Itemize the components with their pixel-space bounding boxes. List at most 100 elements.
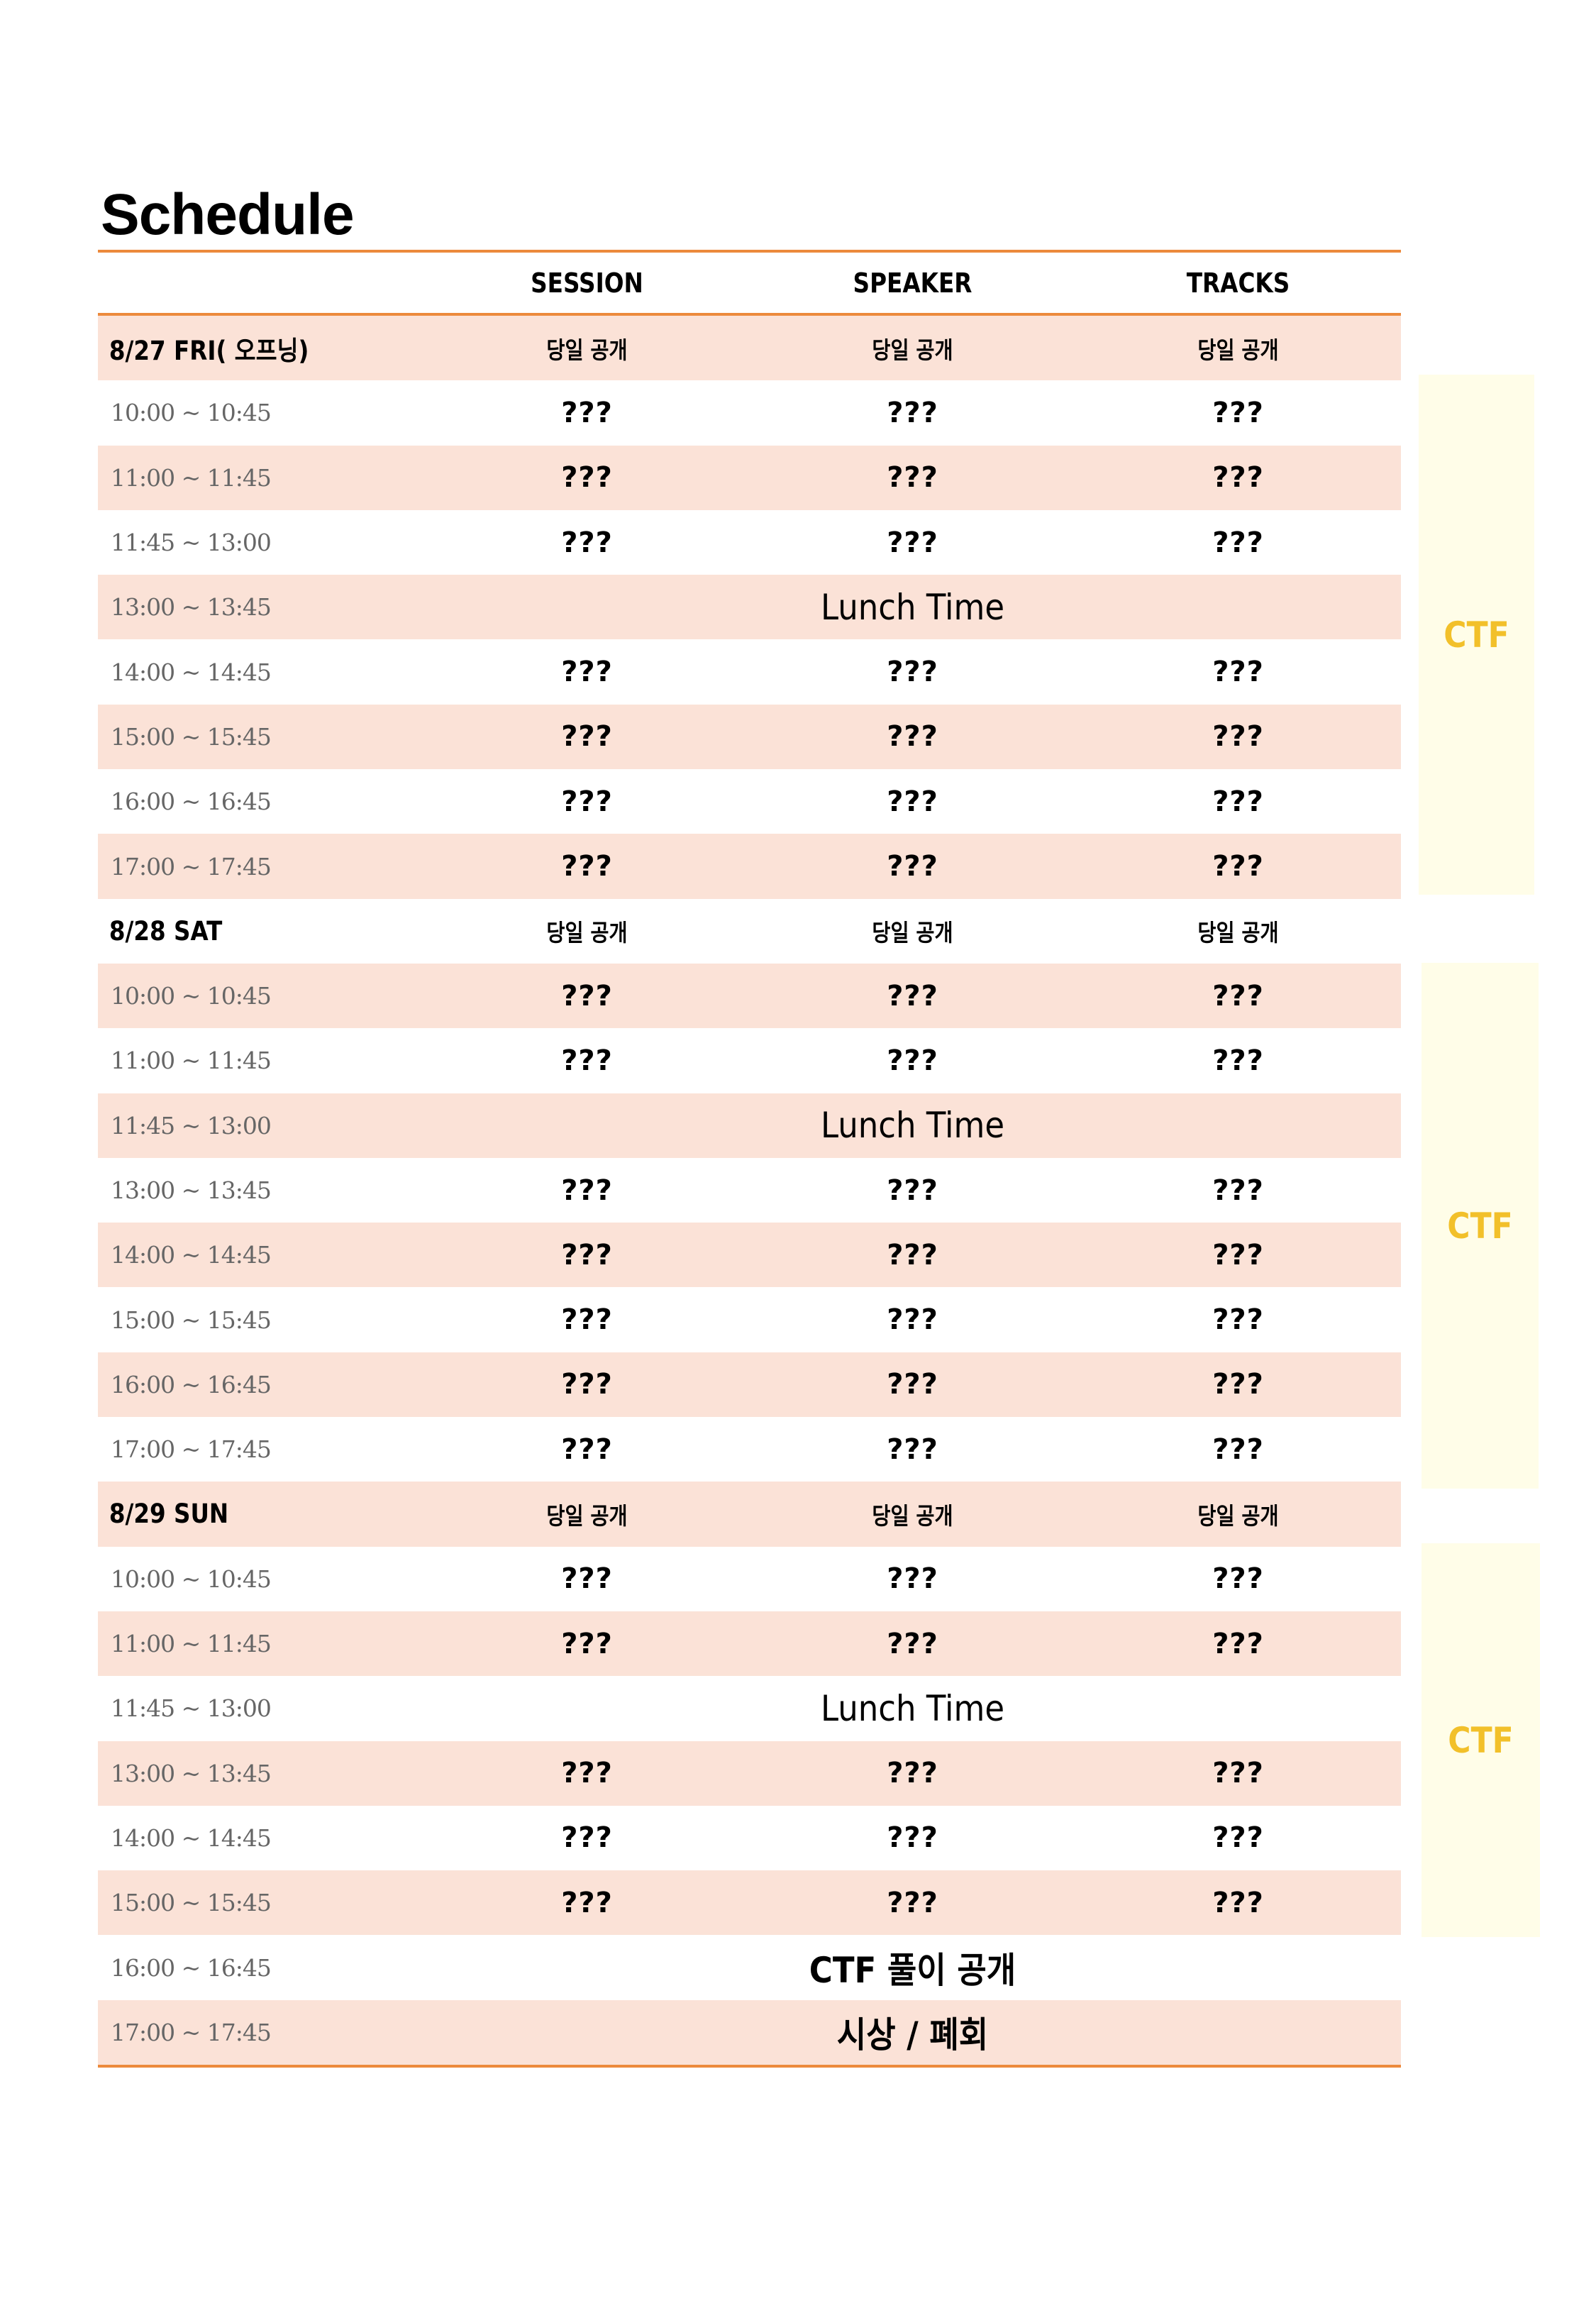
tracks-cell: ??? <box>1212 1238 1264 1271</box>
session-cell: ??? <box>561 1174 613 1207</box>
session-cell: ??? <box>561 526 613 559</box>
tracks-cell: ??? <box>1212 785 1264 818</box>
session-cell: ??? <box>561 1562 613 1596</box>
tracks-cell: 당일 공개 <box>1197 1501 1279 1530</box>
speaker-cell: ??? <box>887 850 938 883</box>
speaker-cell: ??? <box>887 1174 938 1207</box>
table-row: 16:00 ~ 16:45 CTF 풀이 공개 <box>98 1935 1401 1999</box>
table-row: 10:00 ~ 10:45????????? <box>98 1547 1401 1611</box>
header-tracks: TRACKS <box>1186 267 1290 299</box>
table-row: 13:00 ~ 13:45????????? <box>98 1740 1401 1806</box>
time-slot: 13:00 ~ 13:45 <box>111 593 272 622</box>
time-slot: 13:00 ~ 13:45 <box>111 1176 272 1204</box>
time-slot: 15:00 ~ 15:45 <box>111 1889 272 1917</box>
speaker-cell: ??? <box>887 720 938 754</box>
session-cell: ??? <box>561 1238 613 1271</box>
speaker-cell: ??? <box>887 461 938 495</box>
merged-session-cell: Lunch Time <box>820 1105 1005 1147</box>
day-header-row: 8/27 FRI( 오프닝) 당일 공개 당일 공개 당일 공개 <box>98 316 1401 381</box>
table-row: 15:00 ~ 15:45????????? <box>98 704 1401 770</box>
session-cell: ??? <box>561 461 613 495</box>
speaker-cell: ??? <box>887 1757 938 1790</box>
tracks-cell: ??? <box>1212 850 1264 883</box>
tracks-cell: ??? <box>1212 1303 1264 1337</box>
session-cell: ??? <box>561 1303 613 1337</box>
tracks-cell: ??? <box>1212 1174 1264 1207</box>
speaker-cell: ??? <box>887 1368 938 1401</box>
table-row: 10:00 ~ 10:45????????? <box>98 380 1401 445</box>
day-header-row: 8/29 SUN 당일 공개 당일 공개 당일 공개 <box>98 1482 1401 1547</box>
session-cell: ??? <box>561 785 613 818</box>
tracks-cell: ??? <box>1212 396 1264 429</box>
tracks-cell: ??? <box>1212 1627 1264 1660</box>
time-slot: 11:45 ~ 13:00 <box>111 1111 272 1140</box>
tracks-cell: ??? <box>1212 1368 1264 1401</box>
session-cell: ??? <box>561 1886 613 1919</box>
tracks-cell: ??? <box>1212 1433 1264 1466</box>
session-cell: ??? <box>561 979 613 1013</box>
time-slot: 10:00 ~ 10:45 <box>111 1565 272 1593</box>
tracks-cell: ??? <box>1212 1757 1264 1790</box>
merged-session-cell: 시상 / 폐회 <box>836 2014 989 2056</box>
tracks-cell: ??? <box>1212 1044 1264 1077</box>
speaker-cell: ??? <box>887 1238 938 1271</box>
session-cell: ??? <box>561 1627 613 1660</box>
session-cell: 당일 공개 <box>546 336 628 364</box>
table-row: 10:00 ~ 10:45????????? <box>98 963 1401 1029</box>
tracks-cell: ??? <box>1212 979 1264 1013</box>
schedule-table: SESSION SPEAKER TRACKS 8/27 FRI( 오프닝) 당일 … <box>98 250 1401 2068</box>
tracks-cell: ??? <box>1212 1562 1264 1596</box>
time-slot: 13:00 ~ 13:45 <box>111 1759 272 1787</box>
speaker-cell: ??? <box>887 1886 938 1919</box>
speaker-cell: ??? <box>887 1821 938 1855</box>
session-cell: ??? <box>561 720 613 754</box>
session-cell: ??? <box>561 1368 613 1401</box>
table-row: 14:00 ~ 14:45????????? <box>98 639 1401 704</box>
table-row: 13:00 ~ 13:45????????? <box>98 1158 1401 1223</box>
table-row: 11:00 ~ 11:45????????? <box>98 1611 1401 1677</box>
time-slot: 16:00 ~ 16:45 <box>111 1953 272 1982</box>
time-slot: 16:00 ~ 16:45 <box>111 788 272 816</box>
speaker-cell: ??? <box>887 656 938 689</box>
session-cell: ??? <box>561 396 613 429</box>
table-row: 17:00 ~ 17:45????????? <box>98 834 1401 899</box>
table-row: 15:00 ~ 15:45????????? <box>98 1870 1401 1936</box>
time-slot: 17:00 ~ 17:45 <box>111 1435 272 1464</box>
session-cell: 당일 공개 <box>546 1501 628 1530</box>
time-slot: 15:00 ~ 15:45 <box>111 722 272 751</box>
session-cell: ??? <box>561 1433 613 1466</box>
speaker-cell: ??? <box>887 979 938 1013</box>
time-slot: 14:00 ~ 14:45 <box>111 658 272 686</box>
day-label: 8/29 SUN <box>109 1499 229 1530</box>
ctf-label: CTF <box>1447 1205 1513 1247</box>
tracks-cell: ??? <box>1212 526 1264 559</box>
table-row: 13:00 ~ 13:45 Lunch Time <box>98 575 1401 640</box>
tracks-cell: 당일 공개 <box>1197 336 1279 364</box>
table-row: 14:00 ~ 14:45????????? <box>98 1223 1401 1288</box>
session-cell: ??? <box>561 1757 613 1790</box>
day-label: 8/27 FRI( 오프닝) <box>109 335 309 366</box>
table-row: 11:45 ~ 13:00????????? <box>98 510 1401 575</box>
merged-session-cell: CTF 풀이 공개 <box>809 1950 1016 1992</box>
time-slot: 14:00 ~ 14:45 <box>111 1824 272 1852</box>
tracks-cell: ??? <box>1212 656 1264 689</box>
day-label: 8/28 SAT <box>109 915 223 947</box>
table-row: 11:45 ~ 13:00 Lunch Time <box>98 1093 1401 1158</box>
session-cell: ??? <box>561 656 613 689</box>
speaker-cell: ??? <box>887 526 938 559</box>
speaker-cell: ??? <box>887 1433 938 1466</box>
day-header-row: 8/28 SAT 당일 공개 당일 공개 당일 공개 <box>98 899 1401 964</box>
time-slot: 15:00 ~ 15:45 <box>111 1306 272 1334</box>
table-row: 11:00 ~ 11:45????????? <box>98 1028 1401 1093</box>
time-slot: 17:00 ~ 17:45 <box>111 2018 272 2046</box>
speaker-cell: ??? <box>887 1627 938 1660</box>
tracks-cell: 당일 공개 <box>1197 919 1279 947</box>
speaker-cell: 당일 공개 <box>872 919 953 947</box>
merged-session-cell: Lunch Time <box>820 1687 1005 1729</box>
speaker-cell: 당일 공개 <box>872 1501 953 1530</box>
speaker-cell: ??? <box>887 785 938 818</box>
speaker-cell: ??? <box>887 1044 938 1077</box>
table-row: 16:00 ~ 16:45????????? <box>98 769 1401 834</box>
time-slot: 11:45 ~ 13:00 <box>111 1694 272 1723</box>
merged-session-cell: Lunch Time <box>820 586 1005 628</box>
